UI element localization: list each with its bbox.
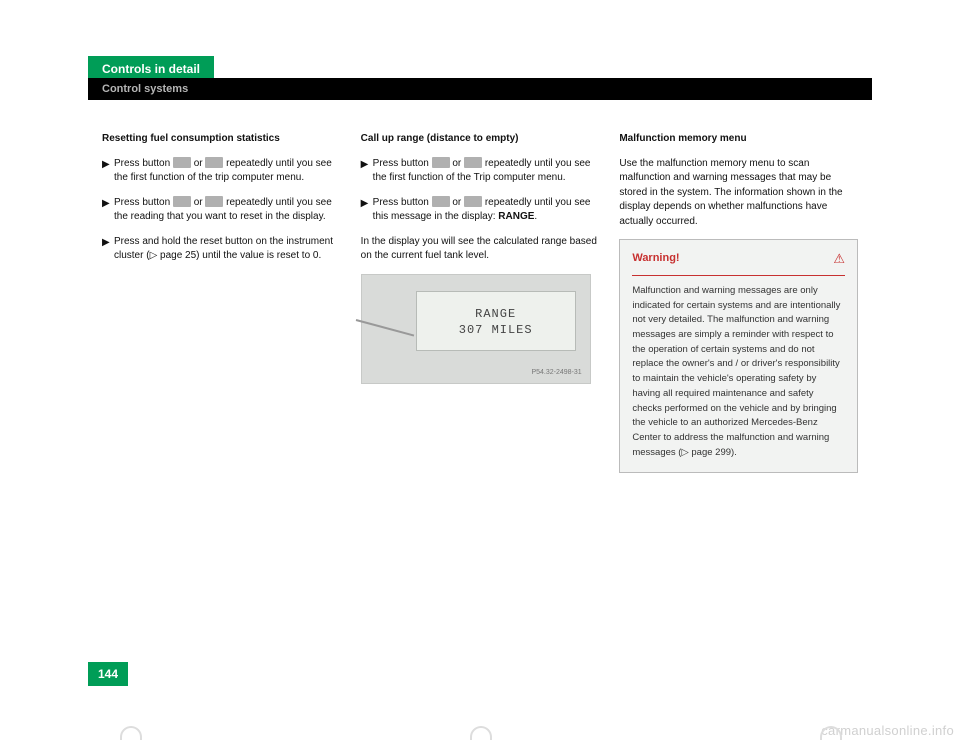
column-range: Call up range (distance to empty) ▶ Pres… <box>361 132 600 473</box>
step-text: Press button or repeatedly until you see… <box>114 157 341 186</box>
warning-box: Warning! ⚠ Malfunction and warning messa… <box>619 239 858 473</box>
col1-heading: Resetting fuel consumption statistics <box>102 132 341 147</box>
warning-header: Warning! ⚠ <box>632 250 845 276</box>
button-chip-icon <box>464 157 482 168</box>
manual-page: Controls in detail Control systems Reset… <box>88 56 872 686</box>
content-columns: Resetting fuel consumption statistics ▶ … <box>88 112 872 473</box>
step-text: Press button or repeatedly until you see… <box>114 196 341 225</box>
instrument-display-figure: RANGE 307 MILES P54.32-2498-31 <box>361 274 591 384</box>
display-needle-icon <box>355 319 413 336</box>
step-text: Press button or repeatedly until you see… <box>373 157 600 186</box>
column-malfunction: Malfunction memory menu Use the malfunct… <box>619 132 858 473</box>
step-arrow-icon: ▶ <box>361 196 373 225</box>
display-screen: RANGE 307 MILES <box>416 291 576 351</box>
step-arrow-icon: ▶ <box>102 235 114 264</box>
button-chip-icon <box>432 196 450 207</box>
button-chip-icon <box>432 157 450 168</box>
warning-title: Warning! <box>632 251 679 267</box>
button-chip-icon <box>205 196 223 207</box>
step-item: ▶ Press button or repeatedly until you s… <box>102 157 341 186</box>
warning-triangle-icon: ⚠ <box>833 250 845 269</box>
step-arrow-icon: ▶ <box>102 157 114 186</box>
col2-paragraph: In the display you will see the calculat… <box>361 235 600 264</box>
figure-part-number: P54.32-2498-31 <box>531 368 581 378</box>
step-item: ▶ Press button or repeatedly until you s… <box>361 157 600 186</box>
page-reference: (▷ page 25) <box>146 250 199 261</box>
page-number: 144 <box>88 662 128 686</box>
step-item: ▶ Press and hold the reset button on the… <box>102 235 341 264</box>
step-text: Press button or repeatedly until you see… <box>373 196 600 225</box>
col3-heading: Malfunction memory menu <box>619 132 858 147</box>
step-text: Press and hold the reset button on the i… <box>114 235 341 264</box>
binder-ring-icon <box>470 726 492 740</box>
col3-intro: Use the malfunction memory menu to scan … <box>619 157 858 230</box>
col2-heading: Call up range (distance to empty) <box>361 132 600 147</box>
warning-body: Malfunction and warning messages are onl… <box>632 284 845 461</box>
button-chip-icon <box>205 157 223 168</box>
button-chip-icon <box>464 196 482 207</box>
button-chip-icon <box>173 196 191 207</box>
step-item: ▶ Press button or repeatedly until you s… <box>361 196 600 225</box>
section-title: Control systems <box>88 78 872 100</box>
step-item: ▶ Press button or repeatedly until you s… <box>102 196 341 225</box>
step-arrow-icon: ▶ <box>102 196 114 225</box>
display-line-2: 307 MILES <box>417 322 575 338</box>
binder-ring-icon <box>120 726 142 740</box>
step-arrow-icon: ▶ <box>361 157 373 186</box>
display-line-1: RANGE <box>417 306 575 322</box>
button-chip-icon <box>173 157 191 168</box>
page-header: Controls in detail Control systems <box>88 56 872 112</box>
column-reset-stats: Resetting fuel consumption statistics ▶ … <box>102 132 341 473</box>
